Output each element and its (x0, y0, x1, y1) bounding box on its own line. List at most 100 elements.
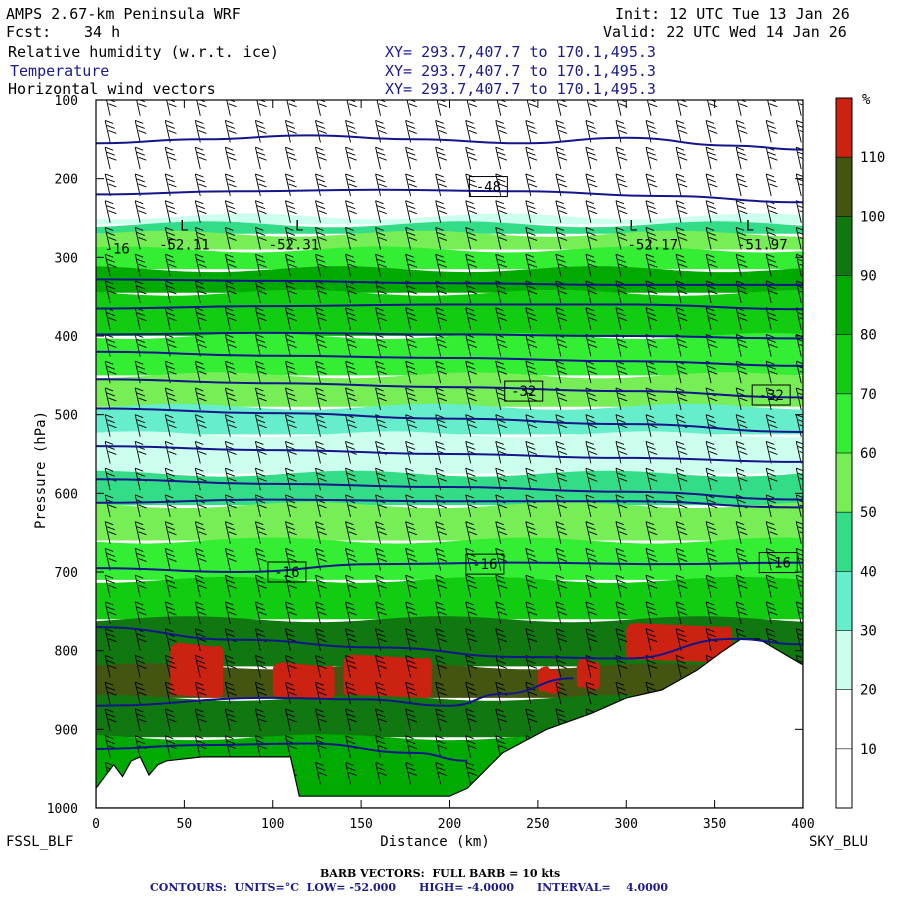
barb-flag (557, 339, 566, 343)
wind-barb (104, 120, 117, 143)
barb-flag (316, 686, 326, 691)
wind-barb (164, 735, 177, 758)
barb-staff (104, 254, 111, 277)
barb-flag (168, 584, 177, 589)
barb-flag (767, 312, 776, 317)
barb-flag (437, 579, 446, 584)
barb-staff (134, 120, 141, 143)
barb-flag (195, 467, 204, 472)
barb-flag (377, 472, 386, 477)
wind-barb (164, 681, 177, 705)
barb-flag (645, 280, 655, 285)
barb-flag (555, 494, 565, 499)
barb-flag (799, 584, 803, 587)
barb-staff (495, 307, 502, 330)
barb-flag (555, 441, 565, 445)
barb-staff (286, 100, 291, 116)
barb-flag (166, 686, 175, 691)
barb-flag (318, 718, 327, 723)
barb-flag (495, 441, 504, 445)
wind-barb (645, 280, 658, 304)
barb-flag (557, 151, 566, 156)
barb-flag (195, 494, 204, 499)
wind-barb (254, 173, 267, 197)
barb-flag (495, 574, 504, 579)
barb-staff (525, 628, 532, 651)
barb-flag (345, 360, 354, 365)
barb-flag (526, 94, 534, 97)
barb-flag (557, 526, 566, 531)
barb-staff (465, 200, 472, 223)
barb-flag (288, 638, 297, 643)
barb-flag (195, 574, 204, 579)
wind-barb (194, 708, 207, 732)
barb-staff (795, 628, 802, 651)
barb-flag (495, 628, 504, 633)
barb-staff (645, 147, 652, 170)
wind-barb (495, 200, 508, 223)
barb-staff (284, 147, 291, 170)
barb-flag (709, 584, 718, 589)
barb-flag (497, 579, 506, 584)
barb-flag (617, 659, 626, 664)
barb-staff (104, 147, 111, 170)
wind-barb (765, 601, 778, 625)
wind-barb (765, 253, 778, 277)
barb-flag (679, 584, 688, 589)
wind-barb (345, 360, 357, 384)
barb-flag (617, 339, 626, 343)
barb-staff (585, 468, 592, 491)
barb-staff (134, 548, 141, 571)
barb-flag (288, 531, 297, 536)
barb-flag (376, 94, 384, 97)
barb-staff (585, 575, 592, 598)
barb-staff (675, 200, 682, 223)
x-tick-label: 250 (526, 817, 549, 832)
wind-barb (194, 200, 207, 223)
wind-barb (585, 307, 598, 330)
wind-barb (405, 387, 417, 411)
barb-staff (615, 227, 622, 250)
barb-flag (285, 414, 294, 419)
wind-barb (735, 414, 748, 437)
wind-barb (435, 253, 448, 277)
barb-flag (228, 370, 237, 375)
wind-barb (315, 681, 327, 705)
barb-flag (466, 94, 474, 97)
barb-flag (258, 210, 267, 215)
wind-barb (375, 654, 387, 678)
wind-barb (435, 227, 448, 250)
barb-flag (108, 664, 117, 669)
barb-staff (495, 334, 502, 357)
barb-flag (527, 339, 536, 343)
barb-staff (315, 628, 321, 651)
barb-flag (316, 312, 326, 317)
wind-barb (555, 681, 568, 705)
wind-barb (525, 521, 538, 544)
barb-staff (405, 334, 412, 357)
barb-flag (468, 718, 478, 723)
wind-barb (435, 628, 448, 651)
barb-flag (739, 103, 748, 108)
barb-flag (228, 718, 237, 723)
barb-flag (497, 232, 506, 236)
barb-staff (435, 361, 442, 384)
barb-flag (316, 339, 326, 343)
barb-flag (288, 290, 297, 295)
barb-flag (226, 285, 236, 290)
barb-flag (348, 504, 357, 509)
barb-flag (649, 638, 658, 643)
barb-flag (615, 307, 625, 312)
barb-flag (649, 156, 658, 161)
wind-barb (345, 521, 357, 544)
barb-flag (767, 606, 776, 611)
wind-barb (645, 628, 658, 651)
wind-barb (525, 360, 538, 384)
barb-staff (795, 601, 802, 625)
barb-flag (104, 467, 114, 472)
barb-flag (585, 441, 595, 445)
wind-barb (375, 173, 387, 197)
barb-flag (645, 628, 655, 633)
barb-flag (618, 611, 628, 616)
barb-flag (408, 611, 417, 616)
